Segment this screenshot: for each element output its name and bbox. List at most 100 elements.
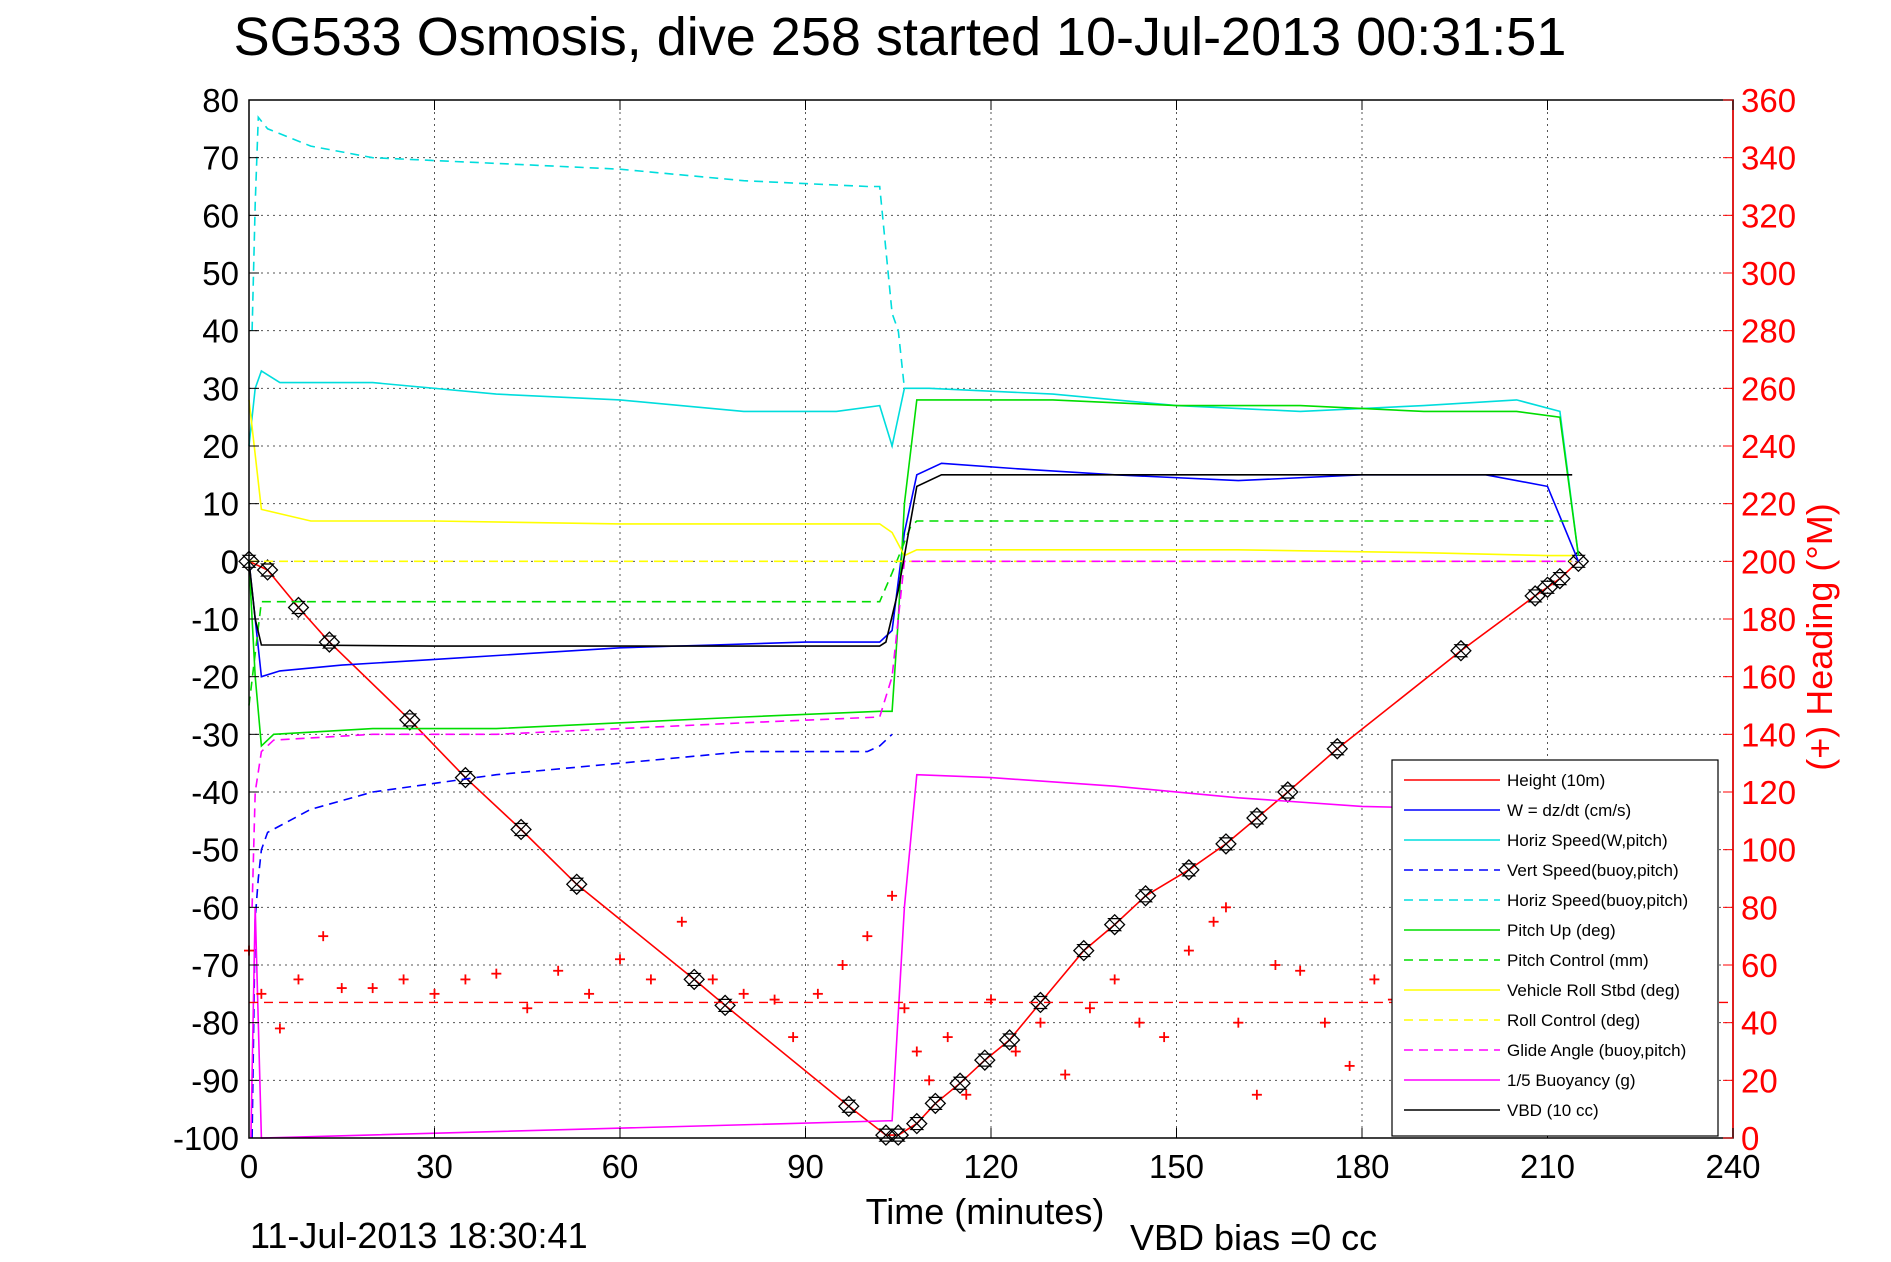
y-tick-label-right: 220 bbox=[1741, 486, 1796, 523]
y-tick-label-left: 10 bbox=[202, 486, 239, 523]
heading-point bbox=[1084, 1003, 1095, 1014]
heading-point bbox=[676, 916, 687, 927]
height-marker bbox=[973, 1049, 996, 1071]
height-marker-hourglass bbox=[927, 1096, 943, 1110]
height-marker bbox=[318, 631, 341, 653]
y-tick-label-left: 50 bbox=[202, 255, 239, 292]
height-marker-hourglass bbox=[1033, 995, 1048, 1010]
series-line-11 bbox=[248, 473, 1573, 647]
y-tick-label-right: 320 bbox=[1741, 197, 1796, 234]
y-tick-label-right: 120 bbox=[1741, 774, 1796, 811]
footer-vbd-bias: VBD bias =0 cc bbox=[1130, 1217, 1377, 1258]
height-marker-hourglass bbox=[686, 972, 702, 987]
y-tick-label-right: 340 bbox=[1741, 140, 1796, 177]
y-tick-label-left: 30 bbox=[202, 370, 239, 407]
legend: Height (10m) W = dz/dt (cm/s) Horiz Speed(… bbox=[1391, 759, 1719, 1137]
height-marker bbox=[1536, 576, 1559, 599]
height-marker-hourglass bbox=[1218, 837, 1234, 851]
height-marker bbox=[565, 873, 588, 896]
height-marker bbox=[1103, 913, 1126, 936]
y-tick-label-left: -40 bbox=[191, 774, 239, 811]
legend-label: Vehicle Roll Stbd (deg) bbox=[1507, 981, 1680, 1000]
heading-point bbox=[274, 1023, 285, 1034]
series-line-2 bbox=[248, 369, 1580, 556]
height-marker-hourglass bbox=[402, 713, 418, 727]
legend-box bbox=[1391, 759, 1719, 1137]
height-marker bbox=[1276, 781, 1299, 803]
x-tick-label: 150 bbox=[1149, 1148, 1204, 1185]
height-marker-hourglass bbox=[457, 770, 473, 785]
height-marker-hourglass bbox=[1453, 644, 1469, 658]
height-marker bbox=[398, 709, 421, 731]
height-marker-hourglass bbox=[1570, 554, 1586, 568]
height-marker bbox=[887, 1124, 910, 1146]
y-tick-label-right: 140 bbox=[1741, 716, 1796, 753]
y-tick-label-left: -50 bbox=[191, 832, 239, 869]
y-tick-label-left: -20 bbox=[191, 659, 239, 696]
height-marker-hourglass bbox=[1181, 863, 1197, 877]
y-tick-label-right: 80 bbox=[1741, 889, 1778, 926]
heading-point bbox=[1270, 960, 1281, 970]
height-marker-hourglass bbox=[841, 1099, 857, 1113]
y-tick-label-right: 240 bbox=[1741, 428, 1796, 465]
legend-label: Pitch Up (deg) bbox=[1507, 921, 1616, 940]
heading-point bbox=[961, 1089, 972, 1100]
heading-point bbox=[522, 1003, 533, 1014]
y-tick-label-left: -10 bbox=[191, 601, 239, 638]
series-line-5 bbox=[248, 399, 1580, 748]
series-line-3 bbox=[251, 733, 893, 1139]
height-marker bbox=[238, 550, 260, 573]
height-marker bbox=[510, 818, 532, 841]
y-tick-label-right: 260 bbox=[1741, 370, 1796, 407]
heading-point bbox=[1295, 965, 1306, 976]
heading-point bbox=[1134, 1017, 1145, 1028]
height-marker bbox=[998, 1029, 1021, 1051]
heading-point bbox=[1010, 1046, 1021, 1057]
height-marker-hourglass bbox=[569, 877, 585, 891]
legend-label: Height (10m) bbox=[1507, 771, 1605, 790]
height-marker-hourglass bbox=[890, 1128, 906, 1142]
x-tick-label: 60 bbox=[602, 1148, 639, 1185]
heading-point bbox=[460, 974, 471, 985]
height-marker bbox=[1567, 550, 1590, 573]
y-tick-label-left: -70 bbox=[191, 947, 239, 984]
heading-point bbox=[615, 954, 625, 965]
height-marker-hourglass bbox=[977, 1053, 993, 1067]
height-marker bbox=[905, 1112, 928, 1135]
x-tick-label: 0 bbox=[240, 1148, 258, 1185]
heading-point bbox=[887, 890, 898, 901]
height-marker-hourglass bbox=[1527, 589, 1543, 603]
y-tick-label-right: 360 bbox=[1741, 82, 1796, 119]
y-axis-label-right: (+) Heading (°M) bbox=[1799, 503, 1840, 770]
height-marker bbox=[1215, 833, 1237, 855]
x-tick-label: 180 bbox=[1334, 1148, 1389, 1185]
footer-timestamp: 11-Jul-2013 18:30:41 bbox=[250, 1215, 588, 1256]
y-tick-label-right: 100 bbox=[1741, 832, 1796, 869]
x-tick-label: 90 bbox=[787, 1148, 824, 1185]
legend-label: W = dz/dt (cm/s) bbox=[1507, 801, 1631, 820]
height-marker-hourglass bbox=[513, 822, 529, 837]
legend-label: Pitch Control (mm) bbox=[1507, 951, 1649, 970]
legend-label: Roll Control (deg) bbox=[1507, 1011, 1640, 1030]
series-line-10 bbox=[250, 773, 1573, 1139]
y-tick-label-right: 160 bbox=[1741, 659, 1796, 696]
series-line-9 bbox=[251, 560, 1573, 908]
legend-label: Vert Speed(buoy,pitch) bbox=[1507, 861, 1679, 880]
height-marker-hourglass bbox=[291, 600, 306, 615]
y-tick-label-left: 0 bbox=[221, 543, 239, 580]
heading-point bbox=[1251, 1089, 1262, 1100]
height-marker-hourglass bbox=[260, 563, 275, 577]
heading-point bbox=[584, 988, 595, 999]
height-marker-hourglass bbox=[1107, 918, 1123, 932]
legend-label: Glide Angle (buoy,pitch) bbox=[1507, 1041, 1686, 1060]
series-line-0 bbox=[248, 560, 1579, 1136]
y-tick-label-right: 300 bbox=[1741, 255, 1796, 292]
heading-point bbox=[398, 974, 409, 985]
heading-point bbox=[1208, 916, 1219, 927]
height-marker-hourglass bbox=[909, 1116, 925, 1131]
y-tick-label-left: 70 bbox=[202, 140, 239, 177]
height-marker bbox=[1326, 737, 1349, 760]
height-marker-hourglass bbox=[878, 1128, 894, 1142]
y-tick-label-right: 0 bbox=[1741, 1120, 1759, 1157]
heading-point bbox=[645, 974, 656, 985]
